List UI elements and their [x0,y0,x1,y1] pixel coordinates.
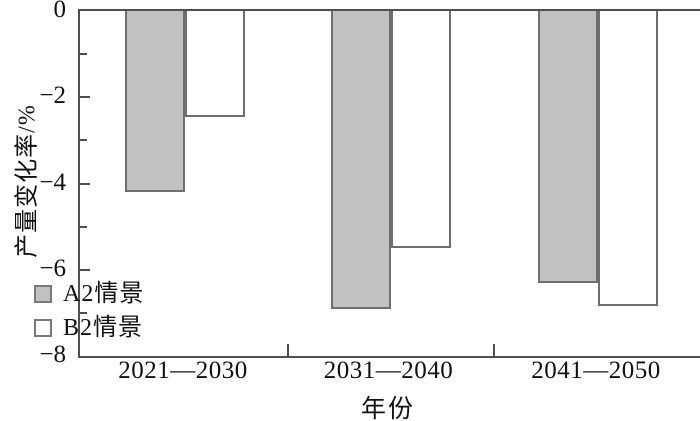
x-separator-tick [493,344,496,356]
legend: A2情景 B2情景 [34,277,144,345]
legend-swatch-icon [34,319,52,337]
bar-B2情景-2041—2050 [598,11,658,307]
y-major-tick [80,182,90,185]
bar-B2情景-2031—2040 [390,11,451,249]
x-category-label: 2021—2030 [118,357,248,384]
y-minor-tick [80,225,87,228]
y-minor-tick [80,53,87,56]
x-separator-tick [286,344,289,356]
legend-label: B2情景 [63,315,144,341]
bar-B2情景-2021—2030 [185,11,245,117]
y-major-tick [80,96,90,99]
y-tick-label: −8 [39,341,66,368]
x-axis-label: 年份 [360,396,416,421]
y-minor-tick [80,311,87,314]
legend-label: A2情景 [63,281,145,307]
x-category-label: 2041—2050 [531,357,661,384]
y-tick-label: −2 [39,82,66,110]
legend-item: B2情景 [34,311,144,345]
bar-A2情景-2021—2030 [125,11,185,193]
plot-area [78,9,700,358]
y-tick-label: −4 [39,168,66,196]
legend-swatch-icon [34,285,52,303]
y-tick-label: 0 [53,0,67,23]
y-minor-tick [80,139,87,142]
y-tick-label: −6 [39,254,66,282]
x-category-label: 2031—2040 [323,357,454,384]
bar-A2情景-2031—2040 [330,11,391,309]
y-major-tick [80,268,90,271]
legend-item: A2情景 [34,277,144,311]
bar-A2情景-2041—2050 [538,11,598,283]
